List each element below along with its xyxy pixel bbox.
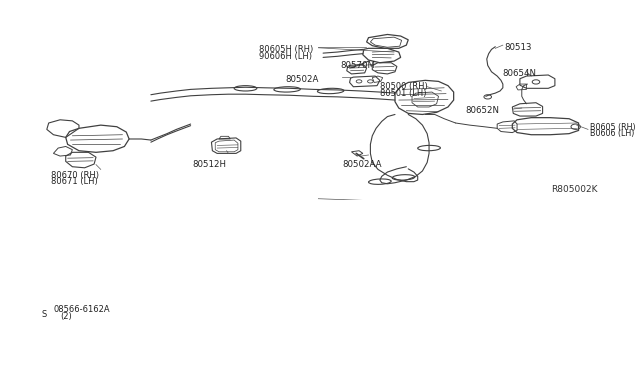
Text: 80652N: 80652N: [465, 106, 499, 115]
Text: 80502A: 80502A: [285, 75, 319, 84]
Text: R805002K: R805002K: [551, 186, 598, 195]
Text: S: S: [42, 311, 47, 320]
Text: 80502AA: 80502AA: [342, 160, 381, 169]
Text: 80501 (LH): 80501 (LH): [380, 89, 426, 98]
Text: 80654N: 80654N: [503, 68, 537, 78]
Text: (2): (2): [60, 312, 72, 321]
Text: 80671 (LH): 80671 (LH): [51, 177, 97, 186]
Text: 80500 (RH): 80500 (RH): [380, 83, 428, 92]
Text: 80605H (RH): 80605H (RH): [259, 45, 313, 54]
Text: 90606H (LH): 90606H (LH): [259, 52, 312, 61]
Text: B0605 (RH): B0605 (RH): [590, 123, 636, 132]
Text: 80512H: 80512H: [193, 160, 227, 169]
Text: 80513: 80513: [505, 43, 532, 52]
Text: 80670 (RH): 80670 (RH): [51, 171, 99, 180]
Text: B0606 (LH): B0606 (LH): [590, 129, 634, 138]
Text: 80570M: 80570M: [340, 61, 375, 70]
Text: 08566-6162A: 08566-6162A: [53, 305, 110, 314]
